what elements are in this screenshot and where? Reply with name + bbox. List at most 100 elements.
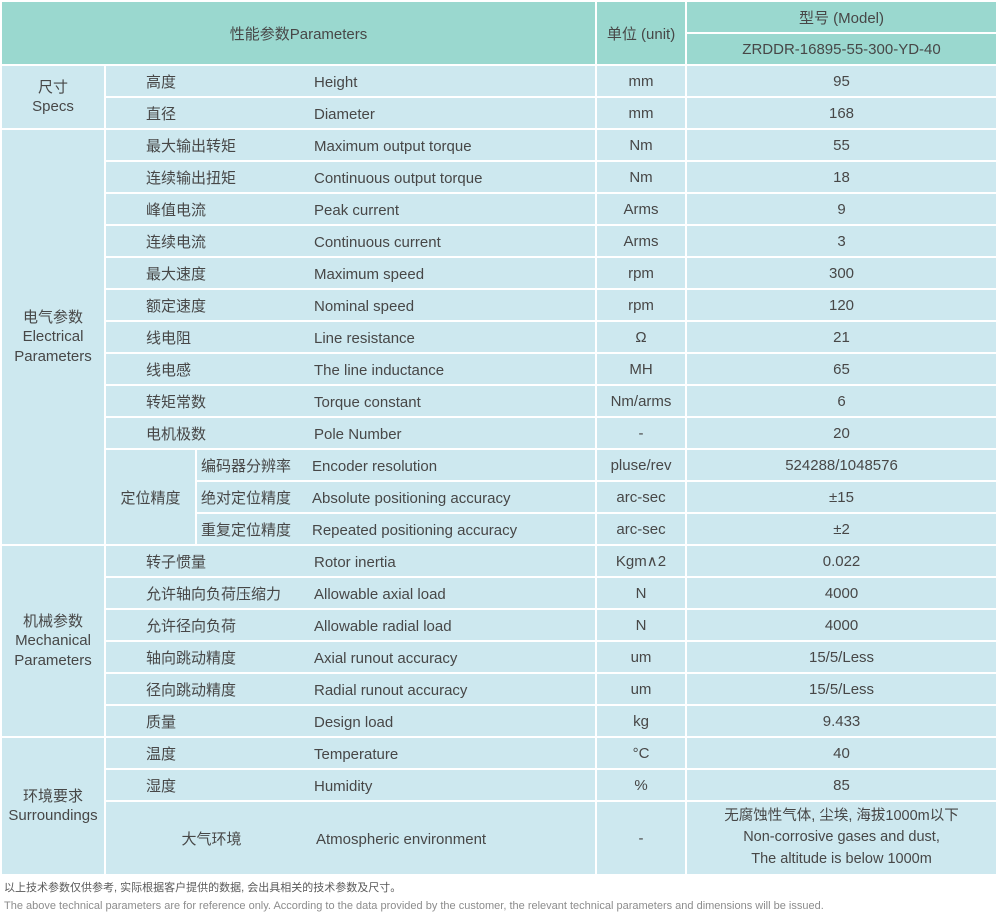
table-row: 直径 Diameter mm 168 [2, 98, 997, 128]
value-cell: 18 [687, 162, 997, 192]
param-name-cn: 湿度 [146, 777, 177, 795]
value-cell: 85 [687, 770, 997, 800]
table-row: 重复定位精度 Repeated positioning accuracy arc-… [2, 514, 997, 544]
param-name-cn: 温度 [146, 745, 177, 763]
param-name-en: Allowable axial load [314, 585, 446, 603]
param-name-en: Peak current [314, 201, 400, 219]
table-row: 允许径向负荷 Allowable radial load N 4000 [2, 610, 997, 640]
section-label-en: Electrical Parameters [14, 328, 92, 365]
param-name-cell: 高度 Height [106, 66, 596, 96]
value-cell: 21 [687, 322, 997, 352]
value-cell: 40 [687, 738, 997, 768]
param-name-cn: 转子惯量 [146, 553, 207, 571]
section-label-electrical: 电气参数 Electrical Parameters [2, 130, 104, 544]
value-line: Non-corrosive gases and dust, [743, 829, 940, 846]
value-cell: ±2 [687, 514, 997, 544]
param-name-en: Design load [314, 713, 394, 731]
unit-cell: Arms [597, 226, 686, 256]
table-row: 机械参数 Mechanical Parameters 转子惯量 Rotor ine… [2, 546, 997, 736]
param-name-cn: 允许径向负荷 [146, 617, 237, 635]
value-cell: 9 [687, 194, 997, 224]
param-name-en: Encoder resolution [312, 457, 438, 475]
table-row: 线电阻 Line resistance Ω 21 [2, 322, 997, 352]
param-name-en: Repeated positioning accuracy [312, 521, 518, 539]
param-name-en: Line resistance [314, 329, 415, 347]
param-name-cn: 重复定位精度 [201, 521, 292, 539]
table-row: 线电感 The line inductance MH 65 [2, 354, 997, 384]
value-cell: 9.433 [687, 706, 997, 736]
value-cell: 55 [687, 130, 997, 160]
unit-cell: Nm [597, 130, 686, 160]
param-name-cn: 峰值电流 [146, 201, 207, 219]
unit-cell: um [597, 674, 686, 704]
param-name-cn: 连续输出扭矩 [146, 169, 237, 187]
param-name-cell: 转子惯量 Rotor inertia [106, 546, 596, 576]
param-name-cell: 连续电流 Continuous current [106, 226, 596, 256]
value-cell: 15/5/Less [687, 642, 997, 672]
unit-cell: pluse/rev [597, 450, 686, 480]
section-label-en: Mechanical Parameters [14, 632, 92, 669]
param-name-cell: 线电阻 Line resistance [106, 322, 596, 352]
param-name-cell: 额定速度 Nominal speed [106, 290, 596, 320]
section-label-surroundings: 环境要求 Surroundings [2, 738, 104, 874]
param-name-cn: 直径 [146, 105, 177, 123]
param-name-cell: 大气环境 Atmospheric environment [106, 802, 596, 874]
param-name-cell: 质量 Design load [106, 706, 596, 736]
param-name-cell: 允许径向负荷 Allowable radial load [106, 610, 596, 640]
table-row: 连续电流 Continuous current Arms 3 [2, 226, 997, 256]
table-row: 额定速度 Nominal speed rpm 120 [2, 290, 997, 320]
param-name-en: Temperature [314, 745, 399, 763]
param-name-en: Pole Number [314, 425, 402, 443]
unit-cell: MH [597, 354, 686, 384]
param-name-en: Torque constant [314, 393, 421, 411]
param-name-en: Maximum output torque [314, 137, 472, 155]
unit-cell: - [597, 802, 686, 874]
section-label-en: Specs [32, 98, 74, 115]
value-cell: 120 [687, 290, 997, 320]
value-cell: 65 [687, 354, 997, 384]
value-cell: 524288/1048576 [687, 450, 997, 480]
section-label-mechanical: 机械参数 Mechanical Parameters [2, 546, 104, 736]
unit-cell: mm [597, 66, 686, 96]
unit-cell: arc-sec [597, 482, 686, 512]
table-row: 定位精度 编码器分辨率 Encoder resolution pluse/rev … [2, 450, 997, 544]
param-name-cn: 编码器分辨率 [201, 457, 292, 475]
param-name-en: Atmospheric environment [316, 830, 487, 848]
section-label-cn: 环境要求 [22, 787, 83, 805]
param-name-cn: 轴向跳动精度 [146, 649, 237, 667]
param-name-cell: 编码器分辨率 Encoder resolution [197, 450, 596, 480]
param-name-cn: 质量 [146, 713, 177, 731]
unit-cell: N [597, 610, 686, 640]
header-model-value: ZRDDR-16895-55-300-YD-40 [687, 34, 997, 64]
param-name-cell: 最大速度 Maximum speed [106, 258, 596, 288]
param-name-cell: 允许轴向负荷压缩力 Allowable axial load [106, 578, 596, 608]
param-name-cell: 线电感 The line inductance [106, 354, 596, 384]
value-cell: 0.022 [687, 546, 997, 576]
table-row: 连续输出扭矩 Continuous output torque Nm 18 [2, 162, 997, 192]
param-name-cn: 线电阻 [146, 329, 192, 347]
table-row: 径向跳动精度 Radial runout accuracy um 15/5/Les… [2, 674, 997, 704]
unit-cell: um [597, 642, 686, 672]
unit-cell: arc-sec [597, 514, 686, 544]
table-row: 绝对定位精度 Absolute positioning accuracy arc-… [2, 482, 997, 512]
unit-cell: N [597, 578, 686, 608]
param-name-cell: 温度 Temperature [106, 738, 596, 768]
value-line: 无腐蚀性气体, 尘埃, 海拔1000m以下 [724, 808, 959, 825]
value-cell: ±15 [687, 482, 997, 512]
param-name-cn: 允许轴向负荷压缩力 [146, 585, 282, 603]
param-name-cell: 湿度 Humidity [106, 770, 596, 800]
unit-cell: kg [597, 706, 686, 736]
value-cell: 4000 [687, 578, 997, 608]
table-row: 质量 Design load kg 9.433 [2, 706, 997, 736]
unit-cell: mm [597, 98, 686, 128]
unit-cell: Kgm∧2 [597, 546, 686, 576]
value-cell: 168 [687, 98, 997, 128]
table-row: 允许轴向负荷压缩力 Allowable axial load N 4000 [2, 578, 997, 608]
unit-cell: % [597, 770, 686, 800]
param-name-cell: 转矩常数 Torque constant [106, 386, 596, 416]
table-row: 环境要求 Surroundings 温度 Temperature °C 40 [2, 738, 997, 874]
param-name-cell: 径向跳动精度 Radial runout accuracy [106, 674, 596, 704]
param-name-en: Maximum speed [314, 265, 425, 283]
header-model-label: 型号 (Model) [687, 2, 997, 32]
table-row: 最大速度 Maximum speed rpm 300 [2, 258, 997, 288]
